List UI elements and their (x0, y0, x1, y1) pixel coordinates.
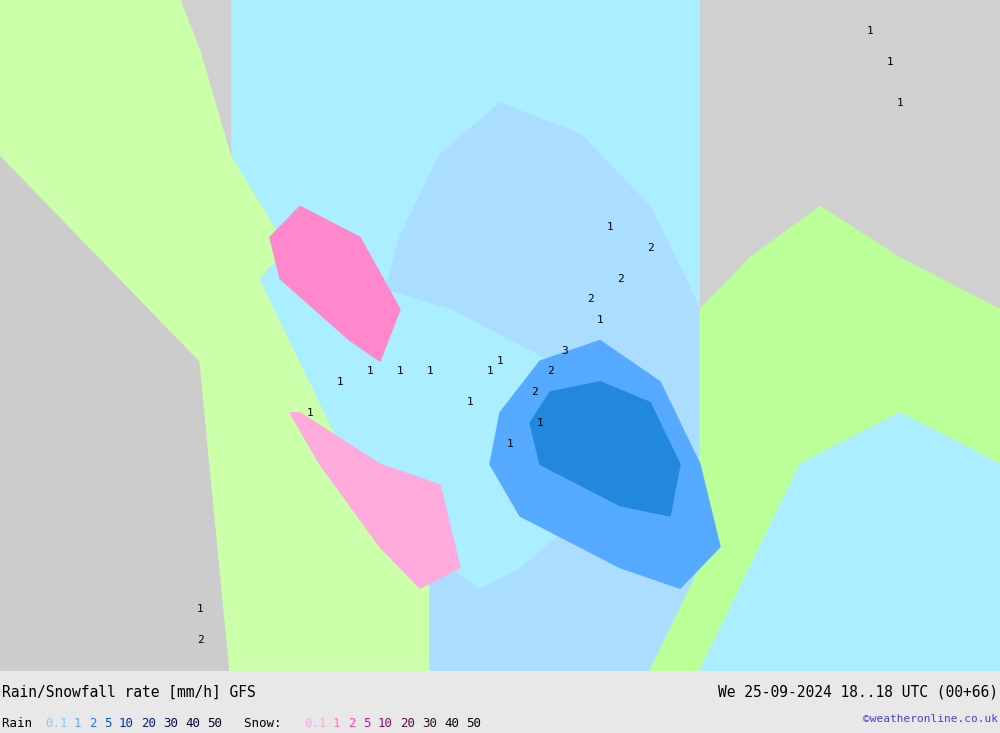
Polygon shape (290, 413, 460, 588)
Polygon shape (260, 258, 600, 588)
Text: 2: 2 (647, 243, 653, 253)
Text: 1: 1 (597, 315, 603, 325)
Text: 1: 1 (74, 717, 82, 730)
Text: 5: 5 (104, 717, 112, 730)
Text: 10: 10 (378, 717, 393, 730)
Polygon shape (530, 382, 680, 516)
Text: 2: 2 (547, 366, 553, 377)
Text: 0.1: 0.1 (45, 717, 68, 730)
Text: 10: 10 (119, 717, 134, 730)
Text: 1: 1 (537, 418, 543, 428)
Text: 2: 2 (348, 717, 356, 730)
Text: 0.1: 0.1 (304, 717, 326, 730)
Text: 1: 1 (887, 57, 893, 67)
Text: 1: 1 (497, 356, 503, 366)
Polygon shape (380, 103, 700, 671)
Polygon shape (700, 413, 1000, 671)
Text: 40: 40 (444, 717, 459, 730)
Text: 1: 1 (367, 366, 373, 377)
Text: Rain/Snowfall rate [mm/h] GFS: Rain/Snowfall rate [mm/h] GFS (2, 685, 256, 699)
Text: 2: 2 (89, 717, 96, 730)
Polygon shape (650, 207, 1000, 671)
Text: 1: 1 (427, 366, 433, 377)
Text: 20: 20 (141, 717, 156, 730)
Polygon shape (0, 0, 430, 671)
Text: 1: 1 (307, 408, 313, 418)
Text: 30: 30 (163, 717, 178, 730)
Polygon shape (270, 207, 400, 361)
Text: 5: 5 (363, 717, 370, 730)
Text: 1: 1 (897, 98, 903, 108)
Text: 1: 1 (467, 397, 473, 408)
Text: 1: 1 (337, 377, 343, 387)
Text: 40: 40 (185, 717, 200, 730)
Text: 1: 1 (397, 366, 403, 377)
Text: 1: 1 (197, 604, 203, 614)
Text: 2: 2 (587, 294, 593, 304)
Text: 1: 1 (507, 438, 513, 449)
Text: 1: 1 (333, 717, 340, 730)
Bar (0, 0, 230, 671)
Polygon shape (0, 0, 250, 671)
Text: 1: 1 (867, 26, 873, 36)
Text: 1: 1 (607, 222, 613, 232)
Text: 2: 2 (532, 387, 538, 397)
Text: 2: 2 (617, 273, 623, 284)
Text: ©weatheronline.co.uk: ©weatheronline.co.uk (863, 715, 998, 724)
Text: 20: 20 (400, 717, 415, 730)
Polygon shape (490, 341, 720, 588)
Text: 3: 3 (562, 346, 568, 356)
Text: Rain: Rain (2, 717, 40, 730)
Bar (700, 0, 1000, 671)
Text: We 25-09-2024 18..18 UTC (00+66): We 25-09-2024 18..18 UTC (00+66) (718, 685, 998, 699)
Text: 2: 2 (197, 635, 203, 645)
Bar (0, 258, 150, 671)
Text: 30: 30 (422, 717, 437, 730)
Text: Snow:: Snow: (229, 717, 282, 730)
Text: 50: 50 (466, 717, 481, 730)
Text: 1: 1 (487, 366, 493, 377)
Text: 50: 50 (207, 717, 222, 730)
